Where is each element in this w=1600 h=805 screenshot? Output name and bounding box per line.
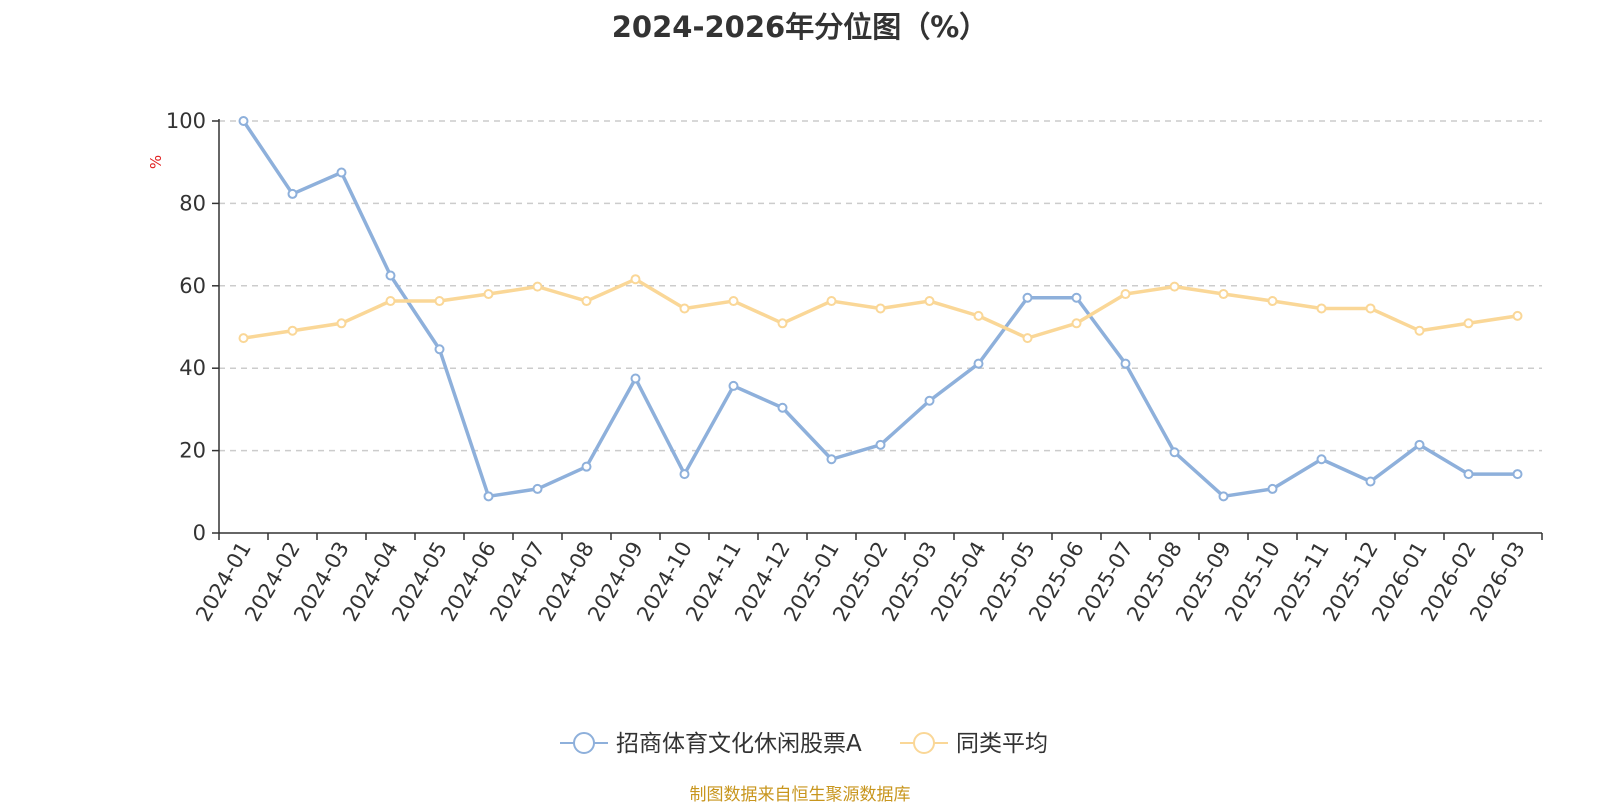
data-point (483, 491, 494, 502)
series-lines (238, 116, 1523, 502)
grid-lines (219, 120, 1542, 452)
data-point (434, 296, 445, 307)
data-point (924, 296, 935, 307)
data-point (287, 325, 298, 336)
legend-item-1[interactable]: 同类平均 (900, 731, 1048, 757)
y-tick-label: 100 (166, 109, 206, 133)
data-point (532, 483, 543, 494)
data-point (924, 395, 935, 406)
data-point (875, 439, 886, 450)
data-point (679, 303, 690, 314)
data-point (336, 167, 347, 178)
data-point (1365, 476, 1376, 487)
data-point (1512, 469, 1523, 480)
data-point (1169, 281, 1180, 292)
y-tick-label: 40 (179, 356, 206, 380)
legend-marker (573, 732, 595, 754)
y-tick-label: 80 (179, 191, 206, 215)
data-point (1071, 292, 1082, 303)
data-point (1463, 469, 1474, 480)
data-point (1365, 303, 1376, 314)
legend-item-0[interactable]: 招商体育文化休闲股票A (560, 731, 862, 757)
data-point (1267, 296, 1278, 307)
data-point (1071, 318, 1082, 329)
data-point (434, 344, 445, 355)
data-point (1267, 483, 1278, 494)
data-point (826, 454, 837, 465)
data-point (385, 296, 396, 307)
data-point (238, 116, 249, 126)
axes: 020406080100%2024-012024-022024-032024-0… (147, 109, 1543, 625)
data-point (1414, 439, 1425, 450)
data-point (287, 188, 298, 199)
data-point (973, 358, 984, 369)
data-point (630, 274, 641, 285)
y-axis-label: % (147, 155, 165, 169)
data-point (581, 461, 592, 472)
data-point (238, 333, 249, 344)
series-1 (238, 274, 1523, 344)
data-point (777, 318, 788, 329)
source-note: 制图数据来自恒生聚源数据库 (689, 785, 911, 805)
data-point (679, 469, 690, 480)
data-point (1414, 325, 1425, 336)
data-point (875, 303, 886, 314)
data-point (826, 296, 837, 307)
data-point (581, 296, 592, 307)
data-point (1022, 292, 1033, 303)
y-tick-label: 20 (179, 439, 206, 463)
y-tick-label: 0 (193, 521, 206, 545)
data-point (1120, 289, 1131, 300)
series-0 (238, 116, 1523, 502)
data-point (385, 270, 396, 281)
data-point (336, 318, 347, 329)
data-point (728, 296, 739, 307)
data-point (1022, 333, 1033, 344)
data-point (630, 373, 641, 384)
data-point (1316, 303, 1327, 314)
data-point (728, 380, 739, 391)
legend-label: 招商体育文化休闲股票A (616, 731, 862, 757)
legend-marker (913, 732, 935, 754)
data-point (483, 289, 494, 300)
y-tick-label: 60 (179, 274, 206, 298)
data-point (1463, 318, 1474, 329)
data-point (1218, 491, 1229, 502)
data-point (1512, 310, 1523, 321)
data-point (1218, 289, 1229, 300)
data-point (532, 281, 543, 292)
chart-title: 2024-2026年分位图（%） (611, 10, 989, 44)
data-point (777, 402, 788, 413)
legend-label: 同类平均 (956, 731, 1048, 757)
data-point (1316, 454, 1327, 465)
data-point (1120, 358, 1131, 369)
data-point (1169, 447, 1180, 458)
data-point (973, 310, 984, 321)
legend: 招商体育文化休闲股票A 同类平均 (560, 731, 1048, 757)
